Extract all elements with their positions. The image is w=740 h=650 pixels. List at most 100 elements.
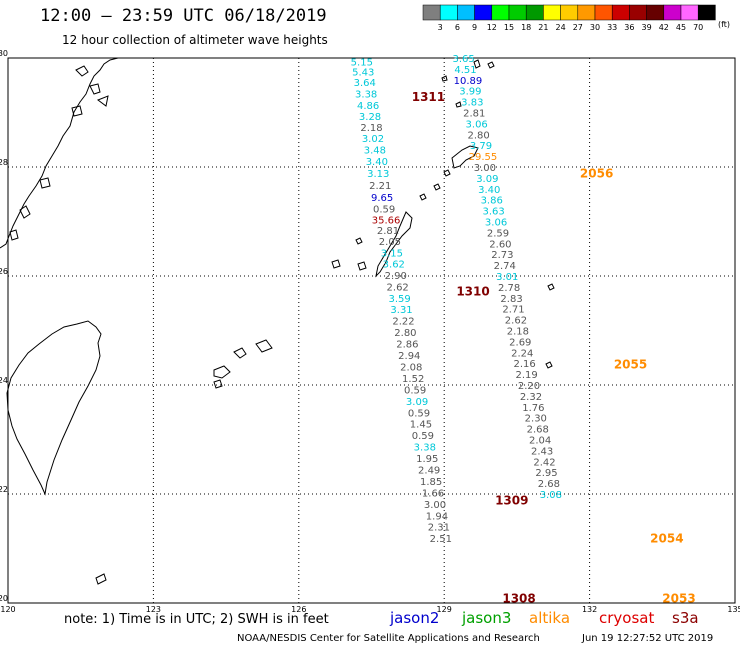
swh-value: 1.45 — [410, 420, 432, 431]
swh-value: 2.68 — [527, 425, 549, 436]
swh-value: 3.65 — [452, 54, 474, 65]
swh-value: 1.94 — [426, 511, 448, 522]
footer-credit: NOAA/NESDIS Center for Satellite Applica… — [237, 633, 540, 644]
swh-value: 2.81 — [463, 109, 485, 120]
legend-swatch — [474, 4, 493, 21]
swh-value: 2.78 — [498, 283, 520, 294]
swh-value: 2.73 — [491, 250, 513, 261]
swh-value: 2.16 — [514, 359, 536, 370]
swh-value: 2.19 — [515, 370, 537, 381]
pass-number: 1310 — [456, 284, 489, 298]
swh-value: 2.04 — [529, 436, 551, 447]
okinawa-coastline — [375, 211, 413, 278]
legend-swatch — [560, 4, 579, 21]
amami-coastline — [451, 145, 479, 169]
swh-value: 2.69 — [509, 337, 531, 348]
swh-value: 2.08 — [400, 362, 422, 373]
sakishima-islands — [213, 339, 273, 389]
swh-value: 1.52 — [402, 374, 424, 385]
swh-value: 3.28 — [359, 112, 381, 123]
legend-swatch — [697, 4, 716, 21]
swh-value: 1.76 — [522, 403, 544, 414]
legend-label: 24 — [556, 23, 566, 32]
lon-tick-label: 129 — [437, 605, 452, 614]
swh-value: 3.13 — [367, 169, 389, 180]
china-coastline — [0, 57, 119, 249]
swh-value: 5.43 — [352, 68, 374, 79]
swh-value: 2.94 — [398, 351, 420, 362]
swh-value: 4.51 — [454, 65, 476, 76]
swh-value: 3.40 — [478, 185, 500, 196]
altimeter-tracks: 5.155.433.643.384.863.282.183.023.483.40… — [351, 54, 562, 545]
swh-value: 2.32 — [520, 392, 542, 403]
legend-label: 36 — [624, 23, 634, 32]
swh-value: 3.40 — [366, 157, 388, 168]
legend-label: 70 — [693, 23, 703, 32]
kerama-islands — [331, 237, 367, 271]
legend-swatch — [491, 4, 510, 21]
legend-unit: (ft) — [718, 20, 731, 29]
legend-swatch — [594, 4, 613, 21]
lat-tick-label: 22 — [0, 485, 8, 494]
swh-value: 2.68 — [538, 479, 560, 490]
swh-value: 2.80 — [394, 328, 416, 339]
legend-swatch — [508, 4, 527, 21]
swh-value: 2.24 — [511, 348, 533, 359]
swh-value: 3.99 — [459, 87, 481, 98]
swh-value: 3.62 — [383, 259, 405, 270]
swh-value: 2.43 — [531, 446, 553, 457]
swh-value: 0.59 — [412, 431, 434, 442]
swh-value: 3.31 — [390, 305, 412, 316]
swh-value: 2.22 — [392, 317, 414, 328]
swh-value: 3.79 — [470, 141, 492, 152]
swh-value: 3.00 — [474, 163, 496, 174]
footer-note: note: 1) Time is in UTC; 2) SWH is in fe… — [64, 612, 329, 627]
china-coast-islands — [9, 65, 109, 241]
legend-label: 33 — [607, 23, 617, 32]
swh-value: 0.59 — [404, 385, 426, 396]
legend-label: 15 — [504, 23, 514, 32]
legend-swatch — [525, 4, 544, 21]
pass-number: 1308 — [502, 592, 535, 606]
legend-swatch — [457, 4, 475, 21]
swh-value: 2.74 — [494, 261, 516, 272]
tokara-islands — [419, 59, 495, 201]
legend-swatch — [680, 4, 699, 21]
legend-label: 39 — [642, 23, 652, 32]
legend-swatch — [422, 4, 441, 21]
map-title: 12:00 – 23:59 UTC 06/18/2019 — [40, 6, 327, 26]
legend-label: 18 — [521, 23, 531, 32]
swh-value: 2.86 — [396, 340, 418, 351]
lat-tick-label: 28 — [0, 158, 8, 167]
swh-value: 3.08 — [540, 490, 562, 501]
lat-tick-label: 26 — [0, 267, 8, 276]
swh-value: 10.89 — [454, 76, 483, 87]
map-frame — [7, 57, 736, 604]
lon-tick-label: 120 — [0, 605, 15, 614]
swh-value: 3.64 — [354, 78, 376, 89]
legend-label: 30 — [590, 23, 600, 32]
swh-value: 3.59 — [388, 294, 410, 305]
legend-swatch — [439, 4, 458, 21]
swh-value: 29.55 — [469, 152, 498, 163]
lat-tick-label: 20 — [0, 594, 8, 603]
swh-value: 3.15 — [381, 249, 403, 260]
color-legend: 3 6 9 12 15 18 21 24 27 30 33 36 39 42 45 70 — [422, 4, 716, 32]
satellite-jason2: jason2 — [390, 609, 440, 627]
swh-value: 3.63 — [483, 207, 505, 218]
pass-number: 2055 — [614, 357, 647, 371]
lon-tick-label: 126 — [291, 605, 306, 614]
legend-label: 21 — [538, 23, 548, 32]
swh-value: 2.18 — [360, 123, 382, 134]
satellite-s3a: s3a — [672, 609, 699, 627]
swh-value: 2.62 — [505, 316, 527, 327]
legend-swatch — [663, 4, 682, 21]
swh-value: 3.86 — [481, 196, 503, 207]
pass-number: 1309 — [495, 494, 528, 508]
swh-value: 4.86 — [357, 101, 379, 112]
graticule — [8, 58, 735, 603]
lon-tick-label: 135 — [727, 605, 740, 614]
swh-value: 3.38 — [355, 89, 377, 100]
swh-value: 3.38 — [414, 443, 436, 454]
